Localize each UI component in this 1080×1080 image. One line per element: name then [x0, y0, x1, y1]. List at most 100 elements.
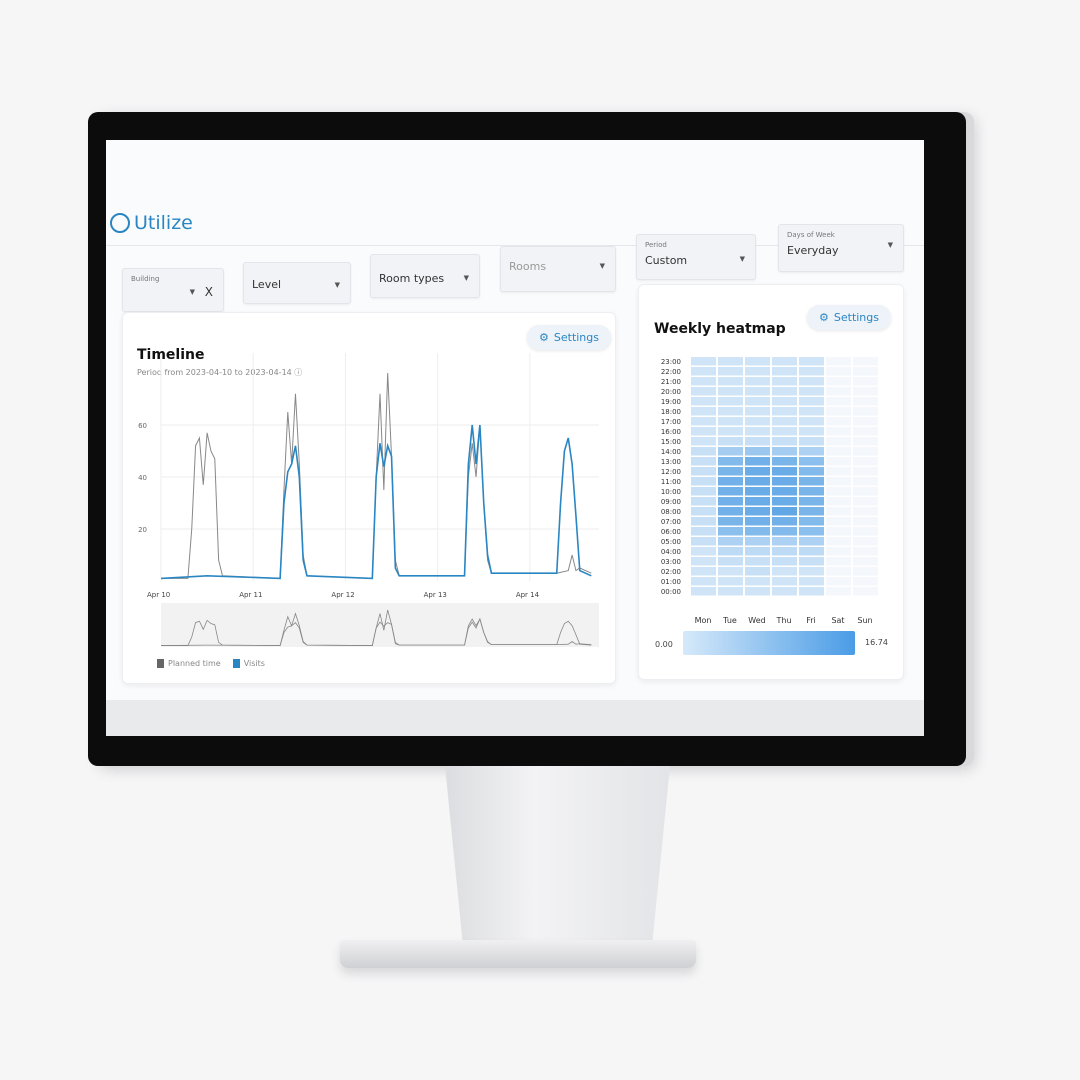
heatmap-cell [853, 517, 878, 526]
heatmap-cell [799, 477, 824, 486]
heatmap-cell [718, 357, 743, 366]
heatmap-cell [745, 507, 770, 516]
heatmap-cell [799, 407, 824, 416]
info-icon[interactable]: ⓘ [294, 368, 303, 377]
heatmap-settings-button[interactable]: ⚙ Settings [807, 305, 891, 330]
hour-label: 23:00 [661, 358, 681, 366]
day-label: Tue [722, 616, 737, 625]
legend-label: Planned time [168, 659, 221, 668]
filter-building[interactable]: Building ▼ X [122, 268, 224, 312]
x-tick-label: Apr 13 [424, 591, 447, 599]
heatmap-cell [745, 497, 770, 506]
filter-value: Level [252, 278, 282, 291]
heatmap-cell [799, 417, 824, 426]
heatmap-cell [772, 477, 797, 486]
heatmap-cell [799, 567, 824, 576]
gear-icon: ⚙ [819, 311, 829, 324]
heatmap-cell [691, 417, 716, 426]
heatmap-cell [745, 397, 770, 406]
timeline-chart[interactable]: 20 40 60 Apr 10 Apr 11 Apr 12 Apr 13 Apr 14 [123, 313, 617, 685]
heatmap-cell [799, 537, 824, 546]
heatmap-cell [772, 587, 797, 596]
filter-rooms[interactable]: Rooms ▼ [500, 246, 616, 292]
hour-label: 17:00 [661, 418, 681, 426]
heatmap-cell [745, 437, 770, 446]
heatmap-cell [826, 367, 851, 376]
filter-value: Custom [645, 254, 688, 267]
heatmap-cell [745, 517, 770, 526]
heatmap-cell [718, 417, 743, 426]
heatmap-cell [853, 367, 878, 376]
colorbar-min: 0.00 [655, 640, 673, 649]
heatmap-cell [826, 387, 851, 396]
heatmap-cell [718, 447, 743, 456]
heatmap-cell [745, 377, 770, 386]
y-tick-label: 60 [138, 422, 147, 430]
period-text: Period from 2023-04-10 to 2023-04-14 [137, 368, 292, 377]
heatmap-cell [853, 437, 878, 446]
heatmap-cell [799, 547, 824, 556]
legend-planned[interactable]: Planned time [157, 659, 221, 668]
heatmap-cell [772, 517, 797, 526]
timeline-card: Timeline Period from 2023-04-10 to 2023-… [122, 312, 616, 684]
divider [106, 245, 924, 246]
heatmap-cell [691, 497, 716, 506]
heatmap-cell [853, 477, 878, 486]
app-logo[interactable]: Utilize [110, 212, 193, 234]
timeline-title: Timeline [137, 347, 205, 363]
heatmap-cell [745, 367, 770, 376]
heatmap-cell [718, 577, 743, 586]
heatmap-cell [853, 537, 878, 546]
heatmap-cell [718, 367, 743, 376]
heatmap-cell [799, 437, 824, 446]
filter-level[interactable]: Level ▼ [243, 262, 351, 304]
heatmap-cell [799, 387, 824, 396]
filter-room-types[interactable]: Room types ▼ [370, 254, 480, 298]
hour-label: 07:00 [661, 518, 681, 526]
filter-days-of-week[interactable]: Days of Week Everyday ▼ [778, 224, 904, 272]
heatmap-cell [772, 467, 797, 476]
app-name: Utilize [134, 212, 193, 234]
x-tick-label: Apr 10 [147, 591, 170, 599]
heatmap-cell [826, 407, 851, 416]
filter-label: Days of Week [787, 231, 835, 239]
heatmap-cell [772, 567, 797, 576]
overview-line [160, 617, 592, 646]
heatmap-chart[interactable]: 23:00 22:00 21:00 20:00 19:00 18:00 17:00 16:00… [639, 285, 905, 681]
heatmap-cell [772, 487, 797, 496]
legend-visits[interactable]: Visits [232, 659, 265, 668]
heatmap-cell [718, 497, 743, 506]
heatmap-cell [799, 557, 824, 566]
hour-label: 05:00 [661, 538, 681, 546]
heatmap-cell [799, 577, 824, 586]
hour-label: 14:00 [661, 448, 681, 456]
heatmap-cell [772, 527, 797, 536]
heatmap-cell [853, 397, 878, 406]
timeline-settings-button[interactable]: ⚙ Settings [527, 325, 611, 350]
heatmap-cell [691, 457, 716, 466]
heatmap-card: Weekly heatmap ⚙ Settings 23:00 22:00 21:00… [638, 284, 904, 680]
settings-label: Settings [833, 311, 879, 324]
heatmap-title: Weekly heatmap [654, 321, 786, 337]
heatmap-cell [799, 447, 824, 456]
heatmap-cell [691, 437, 716, 446]
hour-label: 00:00 [661, 588, 681, 596]
heatmap-cell [772, 407, 797, 416]
heatmap-cell [691, 427, 716, 436]
heatmap-cell [826, 507, 851, 516]
heatmap-cell [826, 397, 851, 406]
series-line-visits [160, 424, 592, 580]
heatmap-cell [772, 447, 797, 456]
heatmap-cell [799, 587, 824, 596]
heatmap-cell [691, 397, 716, 406]
heatmap-cell [853, 457, 878, 466]
heatmap-cell [745, 587, 770, 596]
heatmap-cell [826, 577, 851, 586]
x-tick-label: Apr 11 [239, 591, 262, 599]
hour-label: 22:00 [661, 368, 681, 376]
heatmap-cell [718, 407, 743, 416]
clear-icon[interactable]: X [204, 284, 213, 299]
heatmap-cell [745, 547, 770, 556]
filter-period[interactable]: Period Custom ▼ [636, 234, 756, 280]
heatmap-cell [799, 427, 824, 436]
